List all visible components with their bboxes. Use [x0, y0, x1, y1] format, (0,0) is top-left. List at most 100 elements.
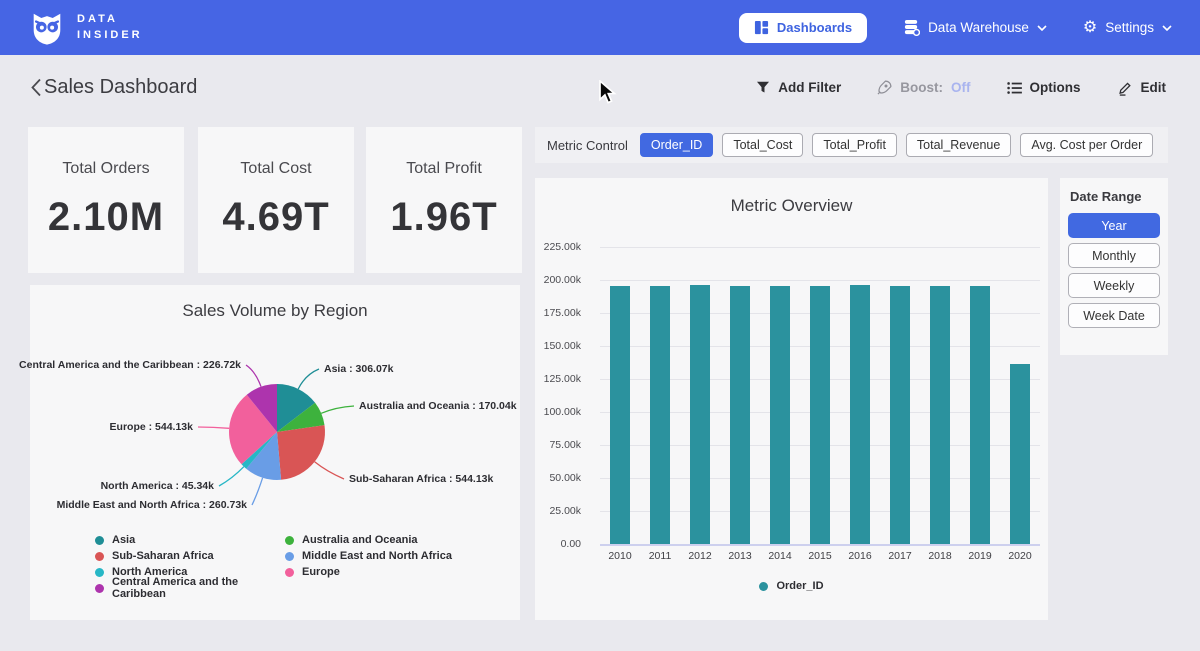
edit-button[interactable]: Edit — [1111, 79, 1173, 97]
metric-chip-total-cost[interactable]: Total_Cost — [722, 133, 804, 157]
pie-slice-north-america[interactable] — [241, 432, 278, 469]
bar-2020[interactable] — [1010, 363, 1030, 544]
date-range-monthly[interactable]: Monthly — [1068, 243, 1160, 268]
legend-label: North America — [112, 566, 188, 578]
x-axis: 2010 2011 2012 2013 2014 2015 2016 2017 2018 2019… — [600, 550, 1040, 562]
settings-menu[interactable]: ⚙ Settings — [1083, 19, 1172, 36]
legend-item-central-america-and-the-caribbean[interactable]: Central America and the Caribbean — [95, 576, 285, 600]
data-warehouse-label: Data Warehouse — [928, 20, 1029, 35]
bar-2011[interactable] — [650, 286, 670, 544]
bar-2010[interactable] — [610, 285, 630, 544]
bar-series — [600, 247, 1040, 544]
y-tick-label: 100.00k — [543, 406, 581, 418]
x-axis-line — [600, 544, 1040, 546]
pie-leader-line — [314, 461, 345, 480]
gridline — [600, 280, 1040, 281]
legend-item-north-america[interactable]: North America — [95, 566, 285, 578]
date-range-weekly[interactable]: Weekly — [1068, 273, 1160, 298]
x-tick-label: 2019 — [968, 550, 992, 562]
metric-chip-total-profit[interactable]: Total_Profit — [812, 133, 897, 157]
gridline — [600, 247, 1040, 248]
pencil-icon — [1118, 81, 1131, 96]
legend-item-europe[interactable]: Europe — [285, 566, 452, 578]
x-tick-label: 2017 — [888, 550, 912, 562]
bar-2019[interactable] — [970, 285, 990, 544]
legend-label: Order_ID — [776, 580, 824, 592]
dashboards-button[interactable]: Dashboards — [738, 12, 868, 43]
legend-item-australia-and-oceania[interactable]: Australia and Oceania — [285, 534, 452, 546]
page-title: Sales Dashboard — [44, 76, 198, 98]
list-icon — [1006, 81, 1022, 94]
add-filter-label: Add Filter — [778, 80, 842, 95]
bar-2013[interactable] — [730, 286, 750, 544]
pie-leader-line — [245, 364, 262, 387]
pie-leader-line — [297, 368, 320, 390]
kpi-card-total-orders: Total Orders 2.10M — [28, 127, 184, 273]
pie-slice-central-america-and-the-caribbean[interactable] — [246, 384, 277, 432]
pie-slice-asia[interactable] — [277, 384, 316, 432]
boost-toggle[interactable]: Boost: Off — [871, 79, 976, 96]
bar-2018[interactable] — [930, 286, 950, 544]
y-tick-label: 175.00k — [543, 307, 581, 319]
bar-legend: Order_ID — [535, 580, 1048, 592]
kpi-label: Total Orders — [62, 160, 150, 177]
bar-2014[interactable] — [770, 285, 790, 544]
x-tick-label: 2010 — [608, 550, 632, 562]
date-range-year[interactable]: Year — [1068, 213, 1160, 238]
date-range-week-date[interactable]: Week Date — [1068, 303, 1160, 328]
pie-chart-title: Sales Volume by Region — [182, 301, 368, 320]
y-tick-label: 50.00k — [549, 472, 581, 484]
options-label: Options — [1029, 80, 1081, 95]
legend-label: Middle East and North Africa — [302, 550, 452, 562]
pie-leader-line — [197, 426, 230, 429]
pie-callout-middle-east-and-north-africa: Middle East and North Africa : 260.73k — [56, 499, 247, 511]
pie-callout-central-america-and-the-caribbean: Central America and the Caribbean : 226.… — [19, 359, 241, 371]
legend-item-sub-saharan-africa[interactable]: Sub-Saharan Africa — [95, 550, 285, 562]
legend-item-middle-east-and-north-africa[interactable]: Middle East and North Africa — [285, 550, 452, 562]
bar-chart-title: Metric Overview — [730, 196, 853, 215]
x-tick-label: 2012 — [688, 550, 712, 562]
logo-text-line2: INSIDER — [77, 28, 143, 41]
chevron-left-icon — [31, 78, 41, 97]
x-tick-label: 2013 — [728, 550, 752, 562]
back-button[interactable] — [28, 76, 44, 99]
bar-2016[interactable] — [850, 284, 870, 544]
data-warehouse-menu[interactable]: Data Warehouse — [903, 19, 1047, 36]
bar-2017[interactable] — [890, 285, 910, 544]
metric-chip-order-id[interactable]: Order_ID — [639, 133, 714, 157]
y-tick-label: 25.00k — [549, 505, 581, 517]
boost-label: Boost: — [900, 80, 943, 95]
bar-plot — [600, 247, 1040, 546]
legend-item-asia[interactable]: Asia — [95, 534, 285, 546]
metric-chip-total-revenue[interactable]: Total_Revenue — [905, 133, 1012, 157]
bar-2015[interactable] — [810, 285, 830, 544]
metric-chip-avg-cost-per-order[interactable]: Avg. Cost per Order — [1020, 133, 1154, 157]
legend-dot — [285, 551, 294, 561]
legend-dot — [95, 583, 104, 593]
kpi-value: 4.69T — [222, 195, 330, 239]
pie-slice-middle-east-and-north-africa[interactable] — [246, 432, 282, 480]
legend-dot — [95, 551, 104, 561]
brand-logo[interactable]: DATA INSIDER — [28, 9, 143, 47]
pie-slice-sub-saharan-africa[interactable] — [277, 425, 325, 480]
owl-logo-icon — [33, 13, 61, 45]
bar-column-2011 — [640, 286, 680, 544]
kpi-label: Total Profit — [406, 160, 482, 177]
y-axis: 225.00k 200.00k 175.00k 150.00k 125.00k 100.0… — [535, 241, 591, 550]
y-tick-label: 125.00k — [543, 373, 581, 385]
add-filter-button[interactable]: Add Filter — [750, 79, 847, 96]
page-header: Sales Dashboard Add Filter Boost: Off — [0, 55, 1200, 120]
y-tick-label: 75.00k — [549, 439, 581, 451]
x-tick-label: 2020 — [1008, 550, 1032, 562]
options-button[interactable]: Options — [1001, 79, 1087, 96]
navbar-menu: Dashboards Data Warehouse ⚙ Settings — [738, 12, 1172, 43]
legend-label: Sub-Saharan Africa — [112, 550, 214, 562]
pie-legend: Asia Sub-Saharan Africa North America Centr… — [95, 534, 452, 600]
bar-column-2012 — [680, 284, 720, 544]
date-range-buttons: Year Monthly Weekly Week Date — [1068, 213, 1160, 328]
pie-slice-europe[interactable] — [229, 394, 277, 465]
bar-2012[interactable] — [690, 284, 710, 544]
pie-slice-australia-and-oceania[interactable] — [277, 402, 325, 432]
legend-label: Central America and the Caribbean — [112, 576, 239, 600]
y-tick-label: 200.00k — [543, 274, 581, 286]
